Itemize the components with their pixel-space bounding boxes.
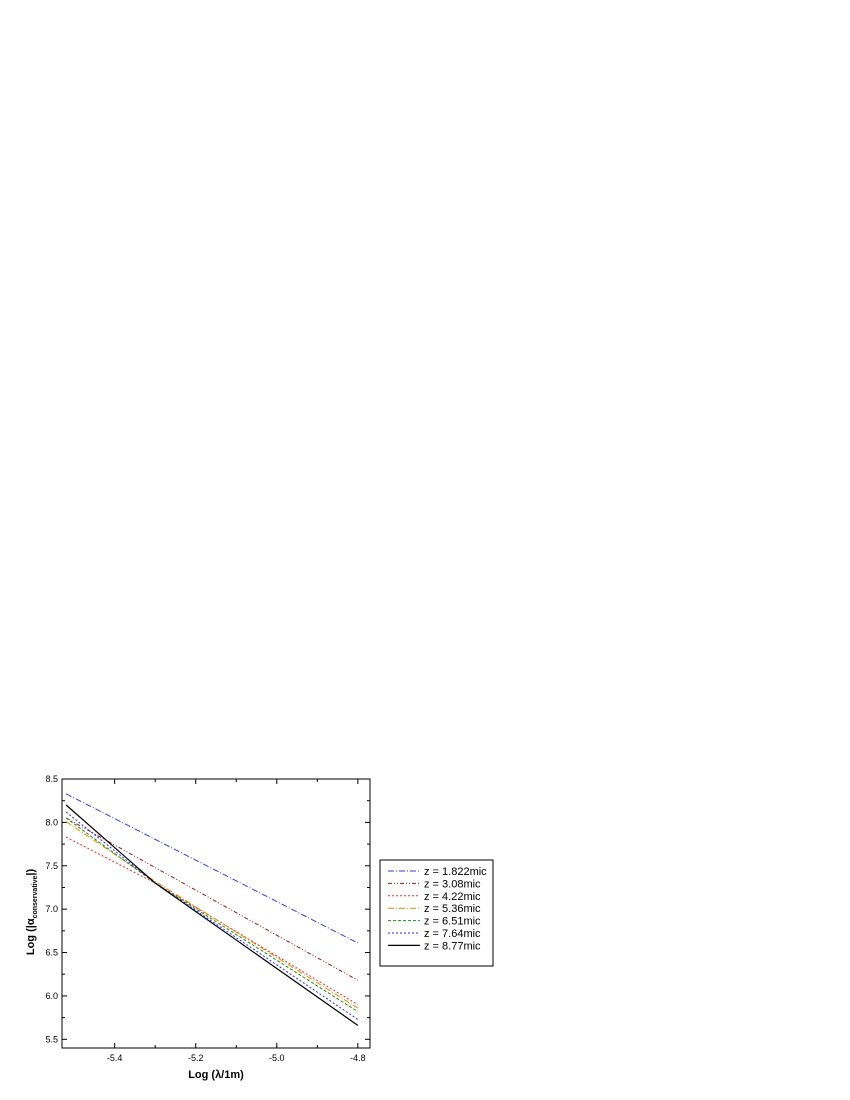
legend-box	[379, 859, 494, 967]
x-axis-title: Log (λ/1m)	[188, 1069, 244, 1081]
plot-frame	[61, 778, 371, 1049]
y-tick-label: 7.5	[45, 861, 58, 871]
legend-label-7: z = 8.77mic	[424, 940, 481, 952]
y-tick-label: 6.0	[45, 991, 58, 1001]
legend-label-2: z = 3.08mic	[424, 878, 481, 890]
series-line-4	[65, 821, 359, 1009]
legend-label-5: z = 6.51mic	[424, 916, 481, 928]
y-tick-label: 7.0	[45, 904, 58, 914]
y-tick-label: 8.0	[45, 817, 58, 827]
x-tick-label: -5.0	[269, 1053, 285, 1063]
plot-area	[61, 778, 371, 1049]
x-tick-label: -5.4	[107, 1053, 123, 1063]
series-line-7	[65, 804, 359, 1026]
y-axis-title-suffix: |)	[25, 869, 37, 876]
x-tick-label: -4.8	[350, 1053, 366, 1063]
x-tick-label: -5.2	[188, 1053, 204, 1063]
x-axis: -5.4 -5.2 -5.0 -4.8	[107, 779, 366, 1063]
y-tick-label: 8.5	[45, 774, 58, 784]
y-axis: 5.5 6.0 6.5 7.0 7.5 8.0 8.5	[45, 774, 370, 1044]
series-line-1	[65, 793, 359, 944]
y-axis-title-prefix: Log (|α	[25, 918, 37, 955]
legend-label-6: z = 7.64mic	[424, 928, 481, 940]
y-tick-label: 5.5	[45, 1034, 58, 1044]
legend-label-1: z = 1.822mic	[424, 866, 487, 878]
legend-label-3: z = 4.22mic	[424, 891, 481, 903]
series-lines	[65, 793, 359, 1026]
series-line-2	[65, 817, 359, 981]
y-tick-label: 6.5	[45, 948, 58, 958]
legend-label-4: z = 5.36mic	[424, 903, 481, 915]
y-axis-title: Log (|αconservative|)	[25, 869, 39, 956]
y-axis-title-subscript: conservative	[32, 876, 39, 919]
